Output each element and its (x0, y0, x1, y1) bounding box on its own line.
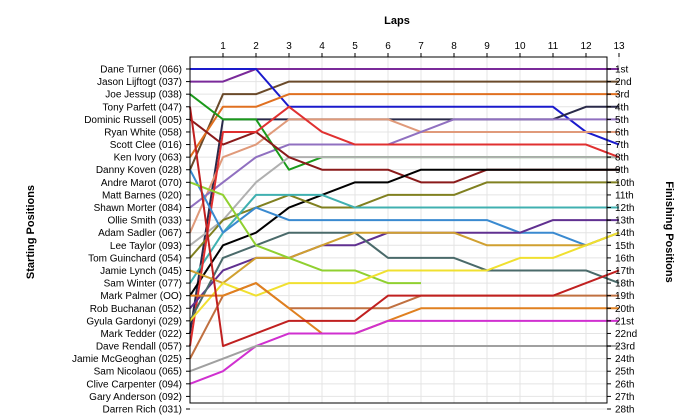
starting-position-label: Jason Lijftogt (037) (97, 77, 182, 88)
lap-tick-label: 13 (613, 41, 625, 52)
position-line (189, 118, 619, 209)
finishing-position-label: 23rd (615, 342, 635, 353)
starting-position-label: Joe Jessup (038) (105, 90, 182, 101)
lap-tick-label: 7 (418, 41, 424, 52)
finishing-position-label: 22nd (615, 329, 637, 340)
y-axis-right-title: Finishing Positions (663, 181, 675, 282)
finishing-position-label: 13th (615, 216, 634, 227)
starting-position-label: Mark Tedder (022) (100, 329, 182, 340)
finishing-position-label: 1st (615, 65, 629, 76)
position-line (189, 231, 620, 322)
finishing-position-label: 19th (615, 291, 634, 302)
finishing-position-label: 12th (615, 203, 634, 214)
position-line (189, 168, 619, 297)
finishing-position-label: 17th (615, 266, 634, 277)
position-line (190, 68, 619, 83)
finishing-position-label: 25th (615, 367, 634, 378)
starting-position-label: Darren Rich (031) (103, 405, 182, 416)
position-line (189, 118, 619, 234)
starting-position-label: Gyula Gardonyi (029) (86, 316, 182, 327)
lap-tick-label: 6 (385, 41, 391, 52)
position-line (189, 156, 619, 247)
starting-labels: Dane Turner (066)Jason Lijftogt (037) Joe… (72, 65, 190, 416)
finishing-position-label: 8th (615, 153, 629, 164)
position-line (189, 319, 619, 385)
starting-position-label: Rob Buchanan (052) (90, 304, 182, 315)
lap-tick-label: 1 (220, 41, 226, 52)
finishing-position-label: 2nd (615, 77, 632, 88)
plot-border (189, 56, 608, 404)
starting-position-label: Dave Rendall (057) (96, 342, 182, 353)
starting-position-label: Lee Taylor (093) (110, 241, 182, 252)
starting-position-label: Ollie Smith (033) (108, 216, 182, 227)
lap-tick-label: 12 (580, 41, 592, 52)
lap-tick-label: 4 (319, 41, 325, 52)
finishing-position-label: 11th (615, 190, 634, 201)
starting-position-label: Tom Guinchard (054) (88, 253, 182, 264)
starting-position-label: Danny Koven (028) (96, 165, 182, 176)
starting-position-label: Ryan White (058) (104, 127, 182, 138)
chart-title: Laps (384, 15, 410, 27)
finishing-position-label: 27th (615, 392, 634, 403)
position-line (189, 93, 619, 158)
position-line (189, 118, 619, 184)
position-line (190, 282, 619, 335)
position-line (190, 68, 620, 146)
finishing-position-label: 3rd (615, 90, 629, 101)
finishing-position-label: 4th (615, 102, 629, 113)
finishing-position-label: 28th (615, 405, 634, 416)
starting-position-label: Sam Winter (077) (104, 279, 182, 290)
lap-tick-label: 11 (548, 41, 559, 52)
finishing-position-label: 5th (615, 115, 629, 126)
finishing-position-label: 20th (615, 304, 634, 315)
starting-position-label: Clive Carpenter (094) (86, 379, 182, 390)
starting-position-label: Scott Clee (016) (110, 140, 182, 151)
position-line (189, 181, 619, 259)
starting-position-label: Mark Palmer (OO) (100, 291, 182, 302)
starting-position-label: Ken Ivory (063) (114, 153, 182, 164)
finishing-position-label: 9th (615, 165, 629, 176)
position-line (189, 169, 620, 247)
position-line (189, 181, 421, 285)
position-line (189, 106, 620, 348)
position-line (189, 231, 620, 322)
position-line (189, 345, 619, 373)
starting-position-label: Dane Turner (066) (100, 65, 182, 76)
lap-tick-label: 3 (286, 41, 292, 52)
starting-position-label: Sam Nicolaou (065) (94, 367, 182, 378)
position-line (189, 193, 619, 284)
starting-position-label: Matt Barnes (020) (102, 190, 182, 201)
finishing-position-label: 26th (615, 379, 634, 390)
finishing-position-label: 6th (615, 127, 629, 138)
starting-position-label: Andre Marot (070) (101, 178, 182, 189)
starting-position-label: Shawn Morter (084) (94, 203, 182, 214)
y-axis-left-title: Starting Positions (25, 185, 37, 279)
lap-tick-label: 8 (451, 41, 457, 52)
lap-tick-label: 5 (352, 41, 358, 52)
finishing-position-label: 18th (615, 279, 634, 290)
starting-position-label: Adam Sadler (067) (98, 228, 182, 239)
starting-position-label: Gary Anderson (092) (89, 392, 182, 403)
position-line (189, 80, 619, 171)
position-line (189, 105, 620, 347)
starting-position-label: Dominic Russell (005) (84, 115, 182, 126)
position-lines (189, 68, 620, 385)
finishing-position-label: 14th (615, 228, 634, 239)
lap-tick-label: 2 (253, 41, 259, 52)
starting-position-label: Jamie Lynch (045) (100, 266, 182, 277)
starting-position-label: Jamie McGeoghan (025) (72, 354, 182, 365)
finishing-position-label: 21st (615, 316, 634, 327)
finishing-position-label: 7th (615, 140, 629, 151)
lap-tick-labels: 1 2 3 4 5 6 7 8 9 10 11 12 13 (220, 41, 625, 57)
finishing-position-label: 24th (615, 354, 634, 365)
finishing-position-label: 16th (615, 253, 634, 264)
finishing-position-label: 10th (615, 178, 634, 189)
lap-tick-label: 9 (484, 41, 490, 52)
finishing-position-label: 15th (615, 241, 634, 252)
lap-tick-label: 10 (514, 41, 526, 52)
starting-position-label: Tony Parfett (047) (103, 102, 182, 113)
position-line (189, 231, 620, 285)
